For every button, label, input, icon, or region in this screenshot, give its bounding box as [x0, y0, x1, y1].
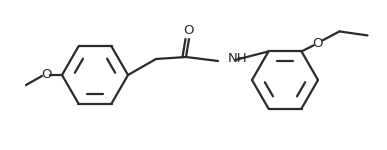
Text: O: O [312, 37, 323, 50]
Text: O: O [184, 24, 194, 38]
Text: O: O [41, 69, 51, 81]
Text: NH: NH [228, 52, 248, 66]
